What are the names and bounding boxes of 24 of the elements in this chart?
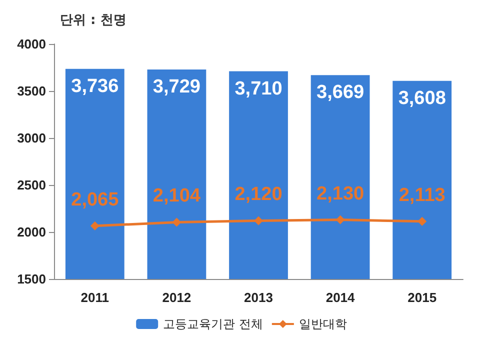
data-label: 3,669 [316, 82, 364, 104]
x-tick-label: 2012 [162, 290, 192, 305]
x-tick-label: 2013 [244, 290, 273, 305]
data-label: 3,729 [152, 76, 200, 98]
data-label: 2,104 [152, 186, 201, 207]
x-tick-label: 2011 [80, 290, 109, 305]
x-tick-label: 2015 [408, 290, 437, 305]
x-tick-label: 2014 [326, 290, 356, 305]
y-tick-label: 1500 [17, 272, 46, 286]
y-tick-label: 3000 [17, 130, 46, 146]
y-tick-label: 4000 [17, 36, 46, 52]
data-label: 3,608 [398, 88, 446, 109]
y-tick-label: 2500 [17, 178, 46, 192]
data-label: 2,065 [71, 189, 120, 210]
data-label: 3,736 [71, 76, 119, 97]
legend-label: 고등교육기관 전체 [163, 317, 263, 331]
y-tick-label: 3500 [17, 84, 46, 98]
data-label: 2,130 [316, 183, 364, 204]
legend-label: 일반대학 [298, 317, 347, 331]
data-label: 3,710 [234, 78, 282, 100]
text: 단위 : 천명 [60, 13, 126, 28]
data-label: 2,120 [234, 184, 282, 206]
data-label: 2,113 [398, 184, 446, 206]
y-tick-label: 2000 [17, 224, 46, 240]
